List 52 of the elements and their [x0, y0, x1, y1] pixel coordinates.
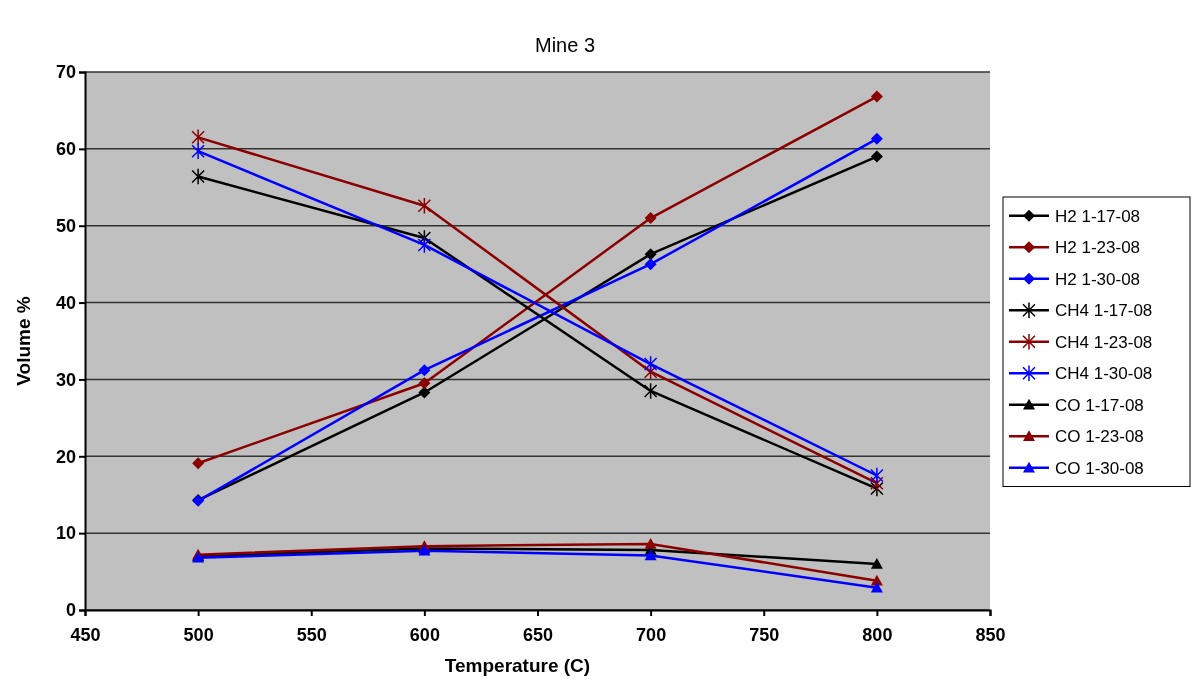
point	[870, 90, 883, 103]
point	[870, 132, 883, 145]
legend-label: CO 1-30-08	[1055, 458, 1144, 478]
x-tick-label: 700	[636, 624, 667, 645]
legend-label: H2 1-30-08	[1055, 269, 1141, 289]
point	[870, 474, 884, 492]
y-tick-label: 50	[55, 215, 76, 236]
point	[418, 364, 431, 377]
point	[191, 128, 205, 146]
legend-label: CO 1-17-08	[1055, 395, 1144, 415]
point	[644, 549, 657, 561]
y-tick-label: 20	[55, 446, 76, 467]
point	[644, 258, 657, 271]
y-tick-label: 40	[55, 292, 76, 313]
x-tick-label: 600	[409, 624, 440, 645]
point	[417, 197, 432, 215]
y-tick-label: 30	[55, 369, 76, 390]
chart-title: Mine 3	[534, 34, 596, 56]
point	[644, 248, 657, 261]
x-tick-label: 750	[749, 624, 780, 645]
legend-label: H2 1-17-08	[1055, 206, 1141, 226]
y-tick-label: 0	[65, 600, 76, 621]
point	[870, 557, 883, 569]
y-tick-label: 60	[55, 139, 76, 160]
x-tick-label: 800	[862, 624, 893, 645]
point	[192, 457, 205, 470]
point	[643, 355, 658, 373]
x-tick-label: 550	[296, 624, 327, 645]
x-tick-label: 650	[522, 624, 554, 645]
point	[644, 537, 657, 549]
y-axis-title: Volume %	[13, 296, 34, 386]
x-tick-label: 500	[183, 624, 214, 645]
point	[870, 466, 884, 485]
point	[643, 382, 658, 400]
point	[870, 150, 883, 163]
x-tick-label: 450	[70, 624, 101, 645]
y-tick-label: 70	[55, 62, 76, 83]
point	[418, 377, 431, 390]
legend-label: CO 1-23-08	[1055, 427, 1144, 447]
point	[191, 167, 205, 186]
point	[870, 581, 883, 593]
point	[870, 480, 884, 498]
point	[644, 212, 657, 225]
x-tick-label: 850	[975, 624, 1006, 645]
y-tick-label: 10	[55, 523, 76, 544]
legend-label: H2 1-23-08	[1055, 238, 1141, 258]
legend-label: CH4 1-23-08	[1055, 332, 1153, 352]
point	[417, 236, 432, 254]
legend-label: CH4 1-17-08	[1055, 301, 1153, 321]
legend-label: CH4 1-30-08	[1055, 364, 1153, 384]
point	[191, 142, 205, 160]
x-axis-title: Temperature (C)	[444, 655, 591, 676]
